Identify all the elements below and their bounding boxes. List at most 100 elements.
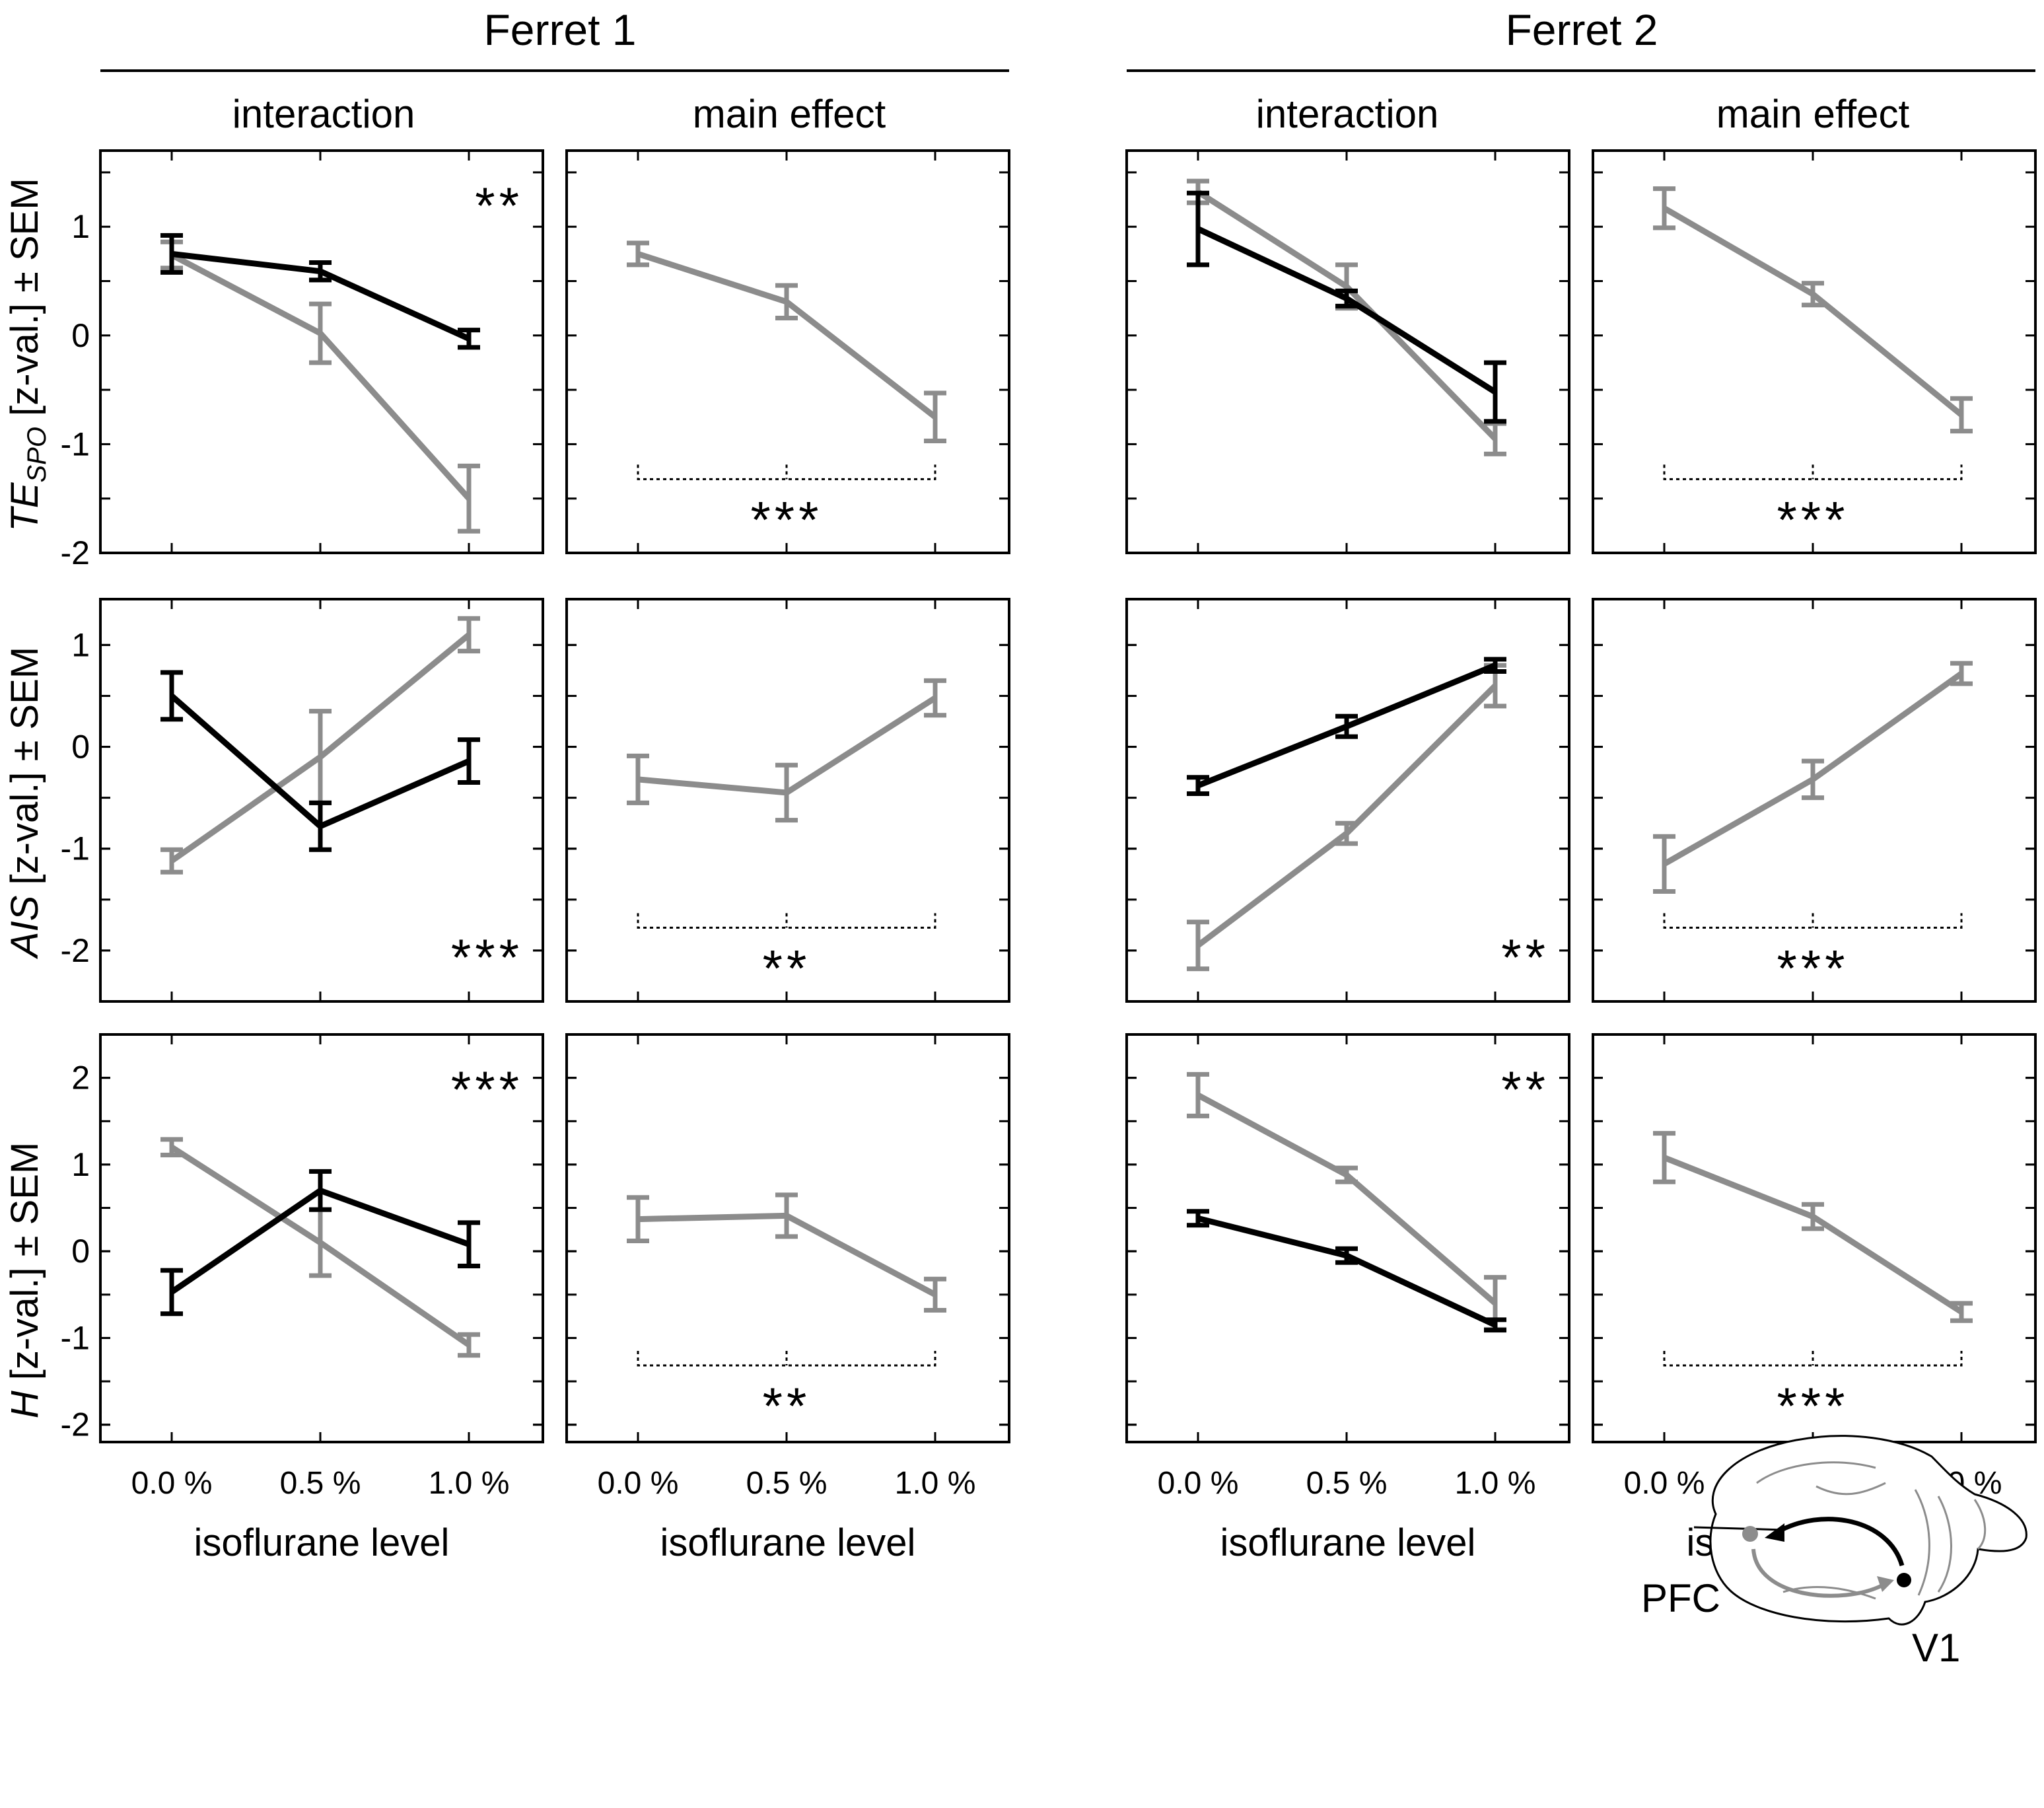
row-2-ytick-label: 2 xyxy=(71,1060,90,1097)
panel-r2-c0: 2 1 0 -1 -2 0.0 % 0.5 % 1.0 % isoflurane level **… xyxy=(61,1033,544,1564)
panel-r0-c2 xyxy=(1125,149,1570,554)
panel-r1-c3-series-gray-point xyxy=(1653,834,1675,894)
row-0-ytick-label: -2 xyxy=(61,534,90,571)
panel-r0-c0-series-black-point xyxy=(458,328,480,350)
row-2-y-axis-label-rest: [z-val.] ± SEM xyxy=(3,1142,46,1391)
panel-r0-c3-significance-stars: *** xyxy=(1777,490,1849,548)
brain-sulcus-1 xyxy=(1756,1461,1876,1484)
panel-r1-c1-series-gray-point xyxy=(627,753,649,805)
panel-r2-c1-significance-bracket xyxy=(637,1350,936,1367)
panel-r1-c3-significance-stars: *** xyxy=(1777,939,1849,997)
v1-node xyxy=(1897,1573,1911,1587)
panel-r2-c2-series-black-point xyxy=(1187,1209,1209,1228)
panel-r2-c0-significance-stars: *** xyxy=(451,1060,523,1118)
panel-r2-c2-x-axis-label: isoflurane level xyxy=(1220,1521,1476,1564)
panel-r0-c1-frame xyxy=(565,149,1010,554)
panel-r1-c0: 1 0 -1 -2 *** xyxy=(61,598,544,1003)
panel-r2-c3-series-gray-point xyxy=(1653,1131,1675,1184)
panel-r0-c2-series-black-point xyxy=(1335,288,1358,308)
brain-midline xyxy=(1693,1526,1784,1531)
panel-r2-c0-series-gray-point xyxy=(458,1332,480,1358)
panel-grid: 10-1-2***** ***10-1-2 *** ** ** ***210-1-20.0… xyxy=(61,149,2037,1564)
panel-r0-c0-series-gray-point xyxy=(309,301,332,365)
panel-r1-c0-frame xyxy=(99,598,544,1003)
panel-r1-c2-series-black-point xyxy=(1335,713,1358,739)
panel-r1-c2-series-black-point xyxy=(1484,657,1506,674)
panel-r1-c3-series-gray-point xyxy=(1950,661,1973,686)
panel-r2-c2-frame xyxy=(1125,1033,1570,1443)
panel-r1-c2: ** xyxy=(1125,598,1570,1003)
panel-r2-c2-series-black-point xyxy=(1484,1317,1506,1333)
panel-r2-c0-series-black-point xyxy=(458,1220,480,1269)
panel-r1-c1-frame xyxy=(565,598,1010,1003)
panel-r0-c2-series-black-point xyxy=(1187,190,1209,268)
panel-r0-c1-series-gray-point xyxy=(924,390,946,443)
panel-r0-c0-series-black-point xyxy=(160,233,183,275)
panel-r0-c1-significance-stars: *** xyxy=(750,490,822,548)
column-header-interaction-2: interaction xyxy=(1256,92,1439,136)
panel-r2-c1-frame xyxy=(565,1033,1010,1443)
panel-r1-c0-series-black-point xyxy=(309,800,332,852)
panel-r0-c3-series-gray-point xyxy=(1653,186,1675,231)
panel-r1-c0-series-gray-point xyxy=(309,709,332,805)
panel-r0-c3-significance-bracket xyxy=(1663,464,1963,480)
panel-r0-c3-series-gray-point xyxy=(1950,396,1973,434)
panel-r1-c2-series-gray-point xyxy=(1335,820,1358,846)
panel-r1-c3-frame xyxy=(1592,598,2037,1003)
row-2-ytick-label: 0 xyxy=(71,1233,90,1270)
panel-r0-c3-frame xyxy=(1592,149,2037,554)
panel-r1-c0-series-gray-point xyxy=(458,616,480,654)
panel-r0-c2-series-gray-line xyxy=(1196,189,1498,441)
panel-r2-c0-xtick-label: 0.5 % xyxy=(280,1466,361,1501)
brain-sulcus-2 xyxy=(1815,1482,1886,1496)
row-0-y-axis-label-sub: SPO xyxy=(22,427,52,482)
feedback-arrowhead xyxy=(1765,1523,1784,1542)
row-1-y-axis-label: AIS [z-val.] ± SEM xyxy=(3,647,46,959)
panel-r0-c1-series-gray-line xyxy=(637,251,937,419)
panel-r2-c1-series-gray-point xyxy=(627,1195,649,1243)
panel-r2-c2-series-black-line xyxy=(1197,1215,1497,1328)
panel-r2-c0-series-black-point xyxy=(160,1268,183,1317)
panel-r2-c3-significance-stars: *** xyxy=(1777,1377,1849,1435)
row-1-ytick-label: -1 xyxy=(61,830,90,867)
panel-r0-c0-series-gray-line xyxy=(170,252,472,501)
brain-label-v1: V1 xyxy=(1912,1626,1960,1670)
panel-r1-c2-series-gray-point xyxy=(1187,920,1209,972)
brain-sulcus-4 xyxy=(1937,1496,1952,1593)
panel-r2-c2-series-gray-line xyxy=(1196,1092,1497,1306)
panel-r1-c0-series-gray-point xyxy=(160,847,183,875)
panel-r1-c2-series-black-point xyxy=(1187,775,1209,796)
panel-r1-c3: *** xyxy=(1592,598,2037,1003)
panel-r0-c3-series-gray-point xyxy=(1802,281,1824,308)
panel-r0-c3-series-gray-line xyxy=(1662,205,1963,417)
panel-r2-c0-x-axis-label: isoflurane level xyxy=(194,1521,450,1564)
row-1-ytick-label: -2 xyxy=(61,932,90,969)
brain-label-pfc: PFC xyxy=(1641,1576,1720,1620)
panel-r1-c3-series-gray-point xyxy=(1802,758,1824,801)
column-header-interaction-1: interaction xyxy=(232,92,415,136)
panel-r1-c0-series-black-point xyxy=(160,670,183,722)
panel-r0-c0-significance-stars: ** xyxy=(475,176,523,235)
row-0-y-axis-label-main: TE xyxy=(3,482,46,531)
panel-r2-c3-series-gray-point xyxy=(1802,1202,1824,1231)
row-2-y-axis-label-main: H xyxy=(3,1391,46,1418)
panel-r2-c2-series-gray-point xyxy=(1187,1071,1209,1118)
column-header-main-effect-2: main effect xyxy=(1716,92,1910,136)
panel-r1-c2-frame xyxy=(1125,598,1570,1003)
row-2-ytick-label: 1 xyxy=(71,1146,90,1183)
panel-r1-c0-significance-stars: *** xyxy=(451,928,523,986)
column-header-main-effect-1: main effect xyxy=(693,92,886,136)
panel-r2-c1: 0.0 % 0.5 % 1.0 % isoflurane level ** xyxy=(565,1033,1010,1564)
panel-r2-c0-series-gray-point xyxy=(309,1207,332,1278)
panel-r2-c3-series-gray-line xyxy=(1663,1155,1963,1315)
panel-r2-c1-xtick-label: 0.0 % xyxy=(598,1466,679,1501)
panel-r0-c0-frame xyxy=(99,149,544,554)
row-1-y-axis-label-rest: [z-val.] ± SEM xyxy=(3,647,46,896)
pfc-node xyxy=(1742,1526,1758,1542)
feedforward-arrowhead xyxy=(1877,1576,1894,1592)
panel-r2-c0-frame xyxy=(99,1033,544,1443)
row-0-ytick-label: -1 xyxy=(61,425,90,462)
panel-r2-c3-series-gray-point xyxy=(1950,1301,1973,1323)
panel-r2-c2-series-black-point xyxy=(1335,1246,1358,1265)
